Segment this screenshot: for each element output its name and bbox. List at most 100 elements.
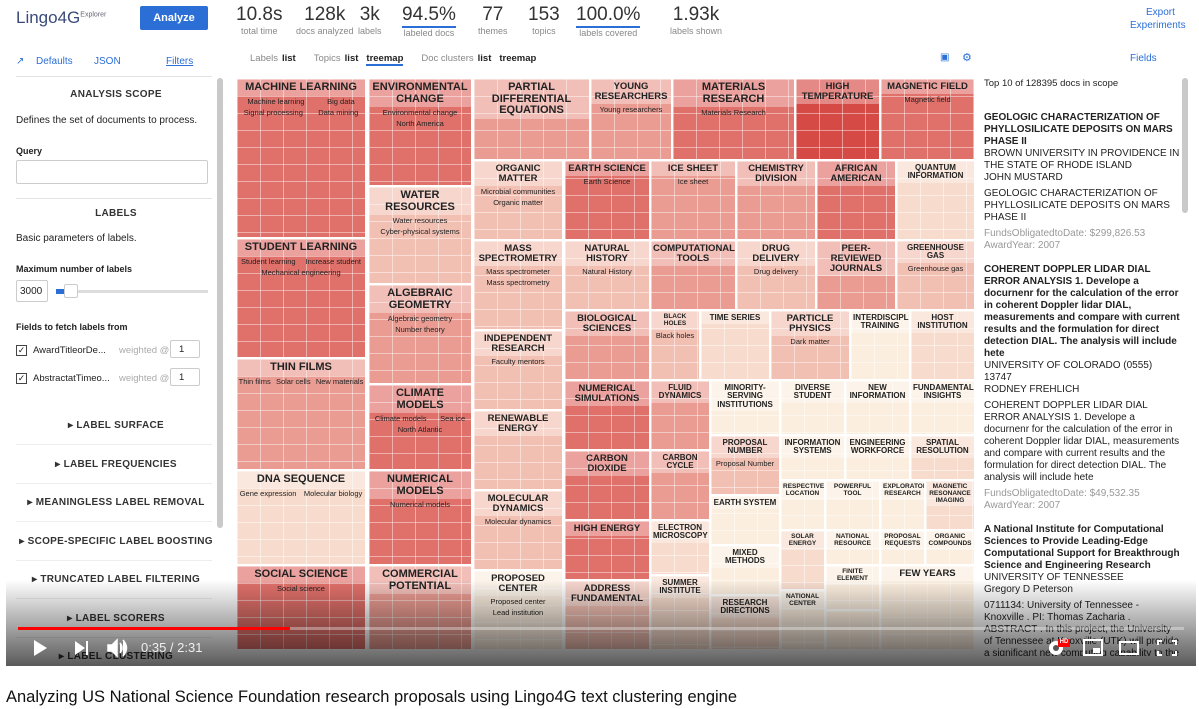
treemap-cell[interactable]: EARTH SCIENCE Earth Science: [564, 160, 650, 240]
cell-label: SPATIAL RESOLUTION: [911, 436, 974, 458]
treemap-cell[interactable]: GREENHOUSE GAS Greenhouse gas: [896, 240, 975, 310]
treemap-cell[interactable]: PROPOSAL REQUESTS: [880, 530, 925, 565]
checkbox[interactable]: ✓: [16, 345, 27, 356]
weighted-label: weighted @: [119, 373, 170, 384]
treemap-cell[interactable]: INTERDISCIPLINARY TRAINING: [850, 310, 910, 380]
analyze-button[interactable]: Analyze: [140, 6, 208, 30]
weight-input[interactable]: 1: [170, 368, 200, 386]
collapsed-section[interactable]: ▸ MEANINGLESS LABEL REMOVAL: [27, 497, 205, 508]
sub-label: Thin films: [238, 376, 271, 386]
treemap-cell[interactable]: FLUID DYNAMICS: [650, 380, 710, 450]
collapsed-section[interactable]: ▸ SCOPE-SPECIFIC LABEL BOOSTING: [19, 535, 213, 547]
treemap-cell[interactable]: RENEWABLE ENERGY: [473, 410, 563, 490]
divider: [16, 444, 212, 445]
treemap-cell[interactable]: CHEMISTRY DIVISION: [736, 160, 816, 240]
collapsed-section[interactable]: ▸ TRUNCATED LABEL FILTERING: [16, 574, 216, 585]
collapsed-section[interactable]: ▸ LABEL FREQUENCIES: [55, 458, 177, 470]
view-option[interactable]: list: [344, 53, 359, 64]
toolbar-link[interactable]: JSON: [94, 56, 121, 67]
treemap-cell[interactable]: EXPLORATORY RESEARCH: [880, 480, 925, 530]
treemap-cell[interactable]: CARBON CYCLE: [650, 450, 710, 520]
treemap-cell[interactable]: AFRICAN AMERICAN: [816, 160, 896, 240]
treemap-cell[interactable]: THIN FILMS Thin films Solar cells New mater…: [236, 358, 366, 470]
treemap-cell[interactable]: EARTH SYSTEM: [710, 495, 780, 545]
treemap-cell[interactable]: TIME SERIES: [700, 310, 770, 380]
treemap-cell[interactable]: SOLAR ENERGY: [780, 530, 825, 590]
cell-sublabels: [781, 500, 824, 502]
treemap-cell[interactable]: PEER-REVIEWED JOURNALS: [816, 240, 896, 310]
fields-link[interactable]: Fields: [1130, 53, 1157, 64]
treemap-cell[interactable]: COMPUTATIONAL TOOLS: [650, 240, 736, 310]
treemap-cell[interactable]: NEW INFORMATION: [845, 380, 910, 435]
cell-sublabels: Gene expression Molecular biology: [237, 488, 365, 499]
treemap-cell[interactable]: ORGANIC COMPOUNDS: [925, 530, 975, 565]
treemap-cell[interactable]: STUDENT LEARNING Student learning Increase…: [236, 238, 366, 358]
treemap-cell[interactable]: ICE SHEET Ice sheet: [650, 160, 736, 240]
doc-title[interactable]: A National Institute for Computational S…: [984, 524, 1180, 571]
number-input[interactable]: 3000: [16, 280, 48, 302]
treemap-cell[interactable]: HIGH ENERGY: [564, 520, 650, 580]
treemap-cell[interactable]: INDEPENDENT RESEARCH Faculty mentors: [473, 330, 563, 410]
treemap-cell[interactable]: BLACK HOLES Black holes: [650, 310, 700, 380]
doc-title[interactable]: COHERENT DOPPLER LIDAR DIAL ERROR ANALYS…: [984, 264, 1180, 359]
experiments-link[interactable]: Experiments: [1130, 20, 1186, 31]
treemap-cell[interactable]: ALGEBRAIC GEOMETRY Algebraic geometry Numb…: [368, 284, 472, 384]
treemap-cell[interactable]: MASS SPECTROMETRY Mass spectrometer Mass s…: [473, 240, 563, 330]
treemap-cell[interactable]: YOUNG RESEARCHERS Young researchers: [590, 78, 672, 160]
treemap-cell[interactable]: MAGNETIC RESONANCE IMAGING: [925, 480, 975, 530]
treemap-cell[interactable]: ELECTRON MICROSCOPY: [650, 520, 710, 575]
treemap-cell[interactable]: MOLECULAR DYNAMICS Molecular dynamics: [473, 490, 563, 570]
sub-label: Organic matter: [493, 197, 543, 207]
treemap-cell[interactable]: ENVIRONMENTAL CHANGE Environmental change…: [368, 78, 472, 186]
treemap-cell[interactable]: NUMERICAL SIMULATIONS: [564, 380, 650, 450]
treemap-cell[interactable]: BIOLOGICAL SCIENCES: [564, 310, 650, 380]
stat-value: 77: [482, 4, 504, 25]
doc-title[interactable]: GEOLOGIC CHARACTERIZATION OF PHYLLOSILIC…: [984, 112, 1173, 147]
treemap-cell[interactable]: NATURAL HISTORY Natural History: [564, 240, 650, 310]
section-title[interactable]: LABELS: [95, 208, 137, 219]
treemap-cell[interactable]: HOST INSTITUTION: [910, 310, 975, 380]
view-option[interactable]: list: [477, 53, 492, 64]
treemap-cell[interactable]: SPATIAL RESOLUTION: [910, 435, 975, 480]
video-player[interactable]: Lingo4GExplorer Analyze ↗ Defaults JSON Filte…: [6, 0, 1196, 666]
cell-label: MACHINE LEARNING: [237, 79, 365, 96]
treemap-cell[interactable]: MACHINE LEARNING Machine learning Big data…: [236, 78, 366, 238]
checkbox[interactable]: ✓: [16, 373, 27, 384]
view-option[interactable]: list: [282, 53, 296, 64]
treemap-cell[interactable]: ORGANIC MATTER Microbial communities Organ…: [473, 160, 563, 240]
treemap-cell[interactable]: WATER RESOURCES Water resources Cyber-phys…: [368, 186, 472, 284]
treemap-cell[interactable]: INFORMATION SYSTEMS: [780, 435, 845, 480]
treemap-cell[interactable]: PROPOSAL NUMBER Proposal Number: [710, 435, 780, 495]
weight-input[interactable]: 1: [170, 340, 200, 358]
treemap-cell[interactable]: MINORITY-SERVING INSTITUTIONS: [710, 380, 780, 435]
export-link[interactable]: Export: [1146, 7, 1175, 18]
view-option[interactable]: treemap: [499, 53, 537, 64]
slider-handle[interactable]: [64, 284, 78, 298]
treemap-cell[interactable]: QUANTUM INFORMATION: [896, 160, 975, 240]
toolbar-link[interactable]: Filters: [166, 56, 194, 67]
stat-value: 100.0%: [576, 4, 641, 28]
treemap-cell[interactable]: DNA SEQUENCE Gene expression Molecular bio…: [236, 470, 366, 565]
treemap-cell[interactable]: RESPECTIVE LOCATION: [780, 480, 825, 530]
toolbar-link[interactable]: Defaults: [36, 56, 73, 67]
query-input[interactable]: [16, 160, 208, 184]
treemap-cell[interactable]: CLIMATE MODELS Climate models Sea ice North…: [368, 384, 472, 470]
treemap-cell[interactable]: NUMERICAL MODELS Numerical models: [368, 470, 472, 565]
cell-sublabels: Natural History: [565, 266, 649, 277]
view-option[interactable]: treemap: [366, 53, 404, 66]
treemap-cell[interactable]: DIVERSE STUDENT: [780, 380, 845, 435]
treemap-cell[interactable]: PARTICLE PHYSICS Dark matter: [770, 310, 850, 380]
treemap-cell[interactable]: POWERFUL TOOL: [825, 480, 880, 530]
treemap-cell[interactable]: MAGNETIC FIELD Magnetic field: [880, 78, 975, 160]
treemap-cell[interactable]: PARTIAL DIFFERENTIAL EQUATIONS: [473, 78, 590, 160]
treemap-cell[interactable]: ENGINEERING WORKFORCE: [845, 435, 910, 480]
treemap-cell[interactable]: CARBON DIOXIDE: [564, 450, 650, 520]
treemap-cell[interactable]: FUNDAMENTAL INSIGHTS: [910, 380, 975, 435]
logo-sup: Explorer: [80, 11, 107, 19]
section-title[interactable]: ANALYSIS SCOPE: [70, 89, 162, 100]
treemap-cell[interactable]: NATIONAL RESOURCE: [825, 530, 880, 565]
treemap-cell[interactable]: MATERIALS RESEARCH Materials Research: [672, 78, 795, 160]
treemap-cell[interactable]: DRUG DELIVERY Drug delivery: [736, 240, 816, 310]
treemap-cell[interactable]: HIGH TEMPERATURE: [795, 78, 880, 160]
collapsed-section[interactable]: ▸ LABEL SURFACE: [67, 420, 165, 431]
